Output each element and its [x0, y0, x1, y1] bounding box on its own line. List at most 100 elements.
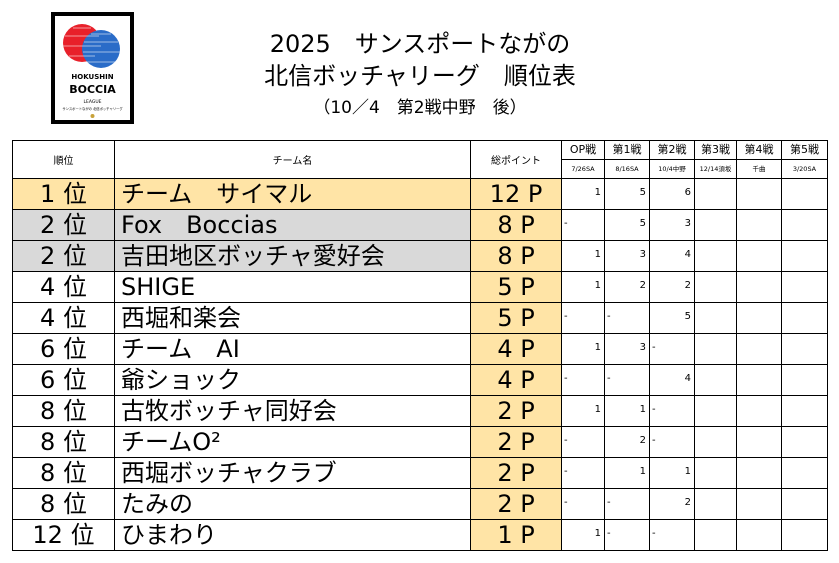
- score-cell: -: [604, 519, 650, 551]
- table-row: 6 位爺ショック 4 P--4: [12, 364, 828, 396]
- score-cell: 1: [561, 271, 605, 303]
- header-date-1: 8/16SA: [604, 159, 650, 179]
- header-event-3: 第3戦: [694, 140, 737, 160]
- points-cell: 8 P: [470, 240, 562, 272]
- header-event-2: 第2戦: [649, 140, 695, 160]
- score-cell: 1: [561, 519, 605, 551]
- score-value: 6: [684, 187, 691, 198]
- score-cell: 4: [649, 364, 695, 396]
- score-cell: 4: [649, 240, 695, 272]
- score-cell: -: [561, 209, 605, 241]
- score-cell: -: [649, 519, 695, 551]
- score-cell: -: [561, 426, 605, 458]
- points-cell: 8 P: [470, 209, 562, 241]
- score-value: -: [607, 528, 611, 539]
- score-value: 3: [639, 342, 646, 353]
- points-cell: 2 P: [470, 426, 562, 458]
- score-cell: [781, 209, 828, 241]
- score-cell: [694, 457, 737, 489]
- score-cell: -: [604, 302, 650, 334]
- score-cell: -: [649, 395, 695, 427]
- rank-cell: 6 位: [12, 364, 115, 396]
- rank-cell: 4 位: [12, 302, 115, 334]
- score-cell: [781, 271, 828, 303]
- score-cell: 2: [604, 271, 650, 303]
- header-date-op: 7/26SA: [561, 159, 605, 179]
- score-cell: 5: [604, 209, 650, 241]
- score-cell: [781, 426, 828, 458]
- score-value: 1: [594, 280, 601, 291]
- header-event-5: 第5戦: [781, 140, 828, 160]
- score-value: -: [607, 311, 611, 322]
- score-cell: [736, 395, 782, 427]
- score-cell: 1: [561, 240, 605, 272]
- header-event-4: 第4戦: [736, 140, 782, 160]
- score-cell: [694, 426, 737, 458]
- score-cell: [736, 488, 782, 520]
- rank-cell: 12 位: [12, 519, 115, 551]
- header-event-1: 第1戦: [604, 140, 650, 160]
- score-cell: 1: [604, 457, 650, 489]
- title-line2: 北信ボッチャリーグ 順位表: [264, 62, 576, 90]
- team-name-cell: チーム AI: [114, 333, 471, 365]
- score-cell: [694, 519, 737, 551]
- score-cell: 3: [604, 333, 650, 365]
- score-value: 2: [684, 497, 691, 508]
- logo-line2: BOCCIA: [69, 83, 116, 96]
- score-cell: [736, 457, 782, 489]
- points-cell: 12 P: [470, 178, 562, 210]
- score-cell: 1: [561, 395, 605, 427]
- score-cell: [736, 271, 782, 303]
- team-name-cell: チーム サイマル: [114, 178, 471, 210]
- score-cell: 2: [604, 426, 650, 458]
- rank-cell: 4 位: [12, 271, 115, 303]
- team-name-cell: ひまわり: [114, 519, 471, 551]
- rank-cell: 6 位: [12, 333, 115, 365]
- points-cell: 5 P: [470, 302, 562, 334]
- rank-cell: 2 位: [12, 240, 115, 272]
- score-cell: [781, 364, 828, 396]
- points-cell: 5 P: [470, 271, 562, 303]
- score-cell: [781, 178, 828, 210]
- rank-cell: 8 位: [12, 426, 115, 458]
- score-cell: [736, 333, 782, 365]
- score-cell: [781, 333, 828, 365]
- rank-cell: 2 位: [12, 209, 115, 241]
- title-line3: （10／4 第2戦中野 後）: [313, 98, 527, 118]
- table-row: 4 位 SHIGE 5 P 1 2 2: [12, 271, 828, 303]
- score-cell: 2: [649, 488, 695, 520]
- table-row: 1 位チーム サイマル 12 P 1 5 6: [12, 178, 828, 210]
- score-cell: 1: [604, 395, 650, 427]
- score-value: 1: [684, 466, 691, 477]
- standings-table: 順位 チーム名 総ポイント OP戦 第1戦 第2戦 第3戦 第4戦 第5戦 7/…: [12, 140, 828, 551]
- score-cell: 1: [561, 178, 605, 210]
- score-value: 3: [684, 218, 691, 229]
- score-value: 5: [639, 187, 646, 198]
- score-value: 3: [639, 249, 646, 260]
- score-cell: -: [561, 364, 605, 396]
- table-row: 4 位西堀和楽会 5 P--5: [12, 302, 828, 334]
- team-name-cell: Fox Boccias: [114, 209, 471, 241]
- score-value: 1: [594, 249, 601, 260]
- rank-cell: 8 位: [12, 457, 115, 489]
- score-value: 5: [639, 218, 646, 229]
- score-cell: [694, 395, 737, 427]
- score-value: -: [564, 311, 568, 322]
- header-date-3: 12/14須坂: [694, 159, 737, 179]
- score-cell: -: [649, 333, 695, 365]
- score-cell: [736, 302, 782, 334]
- logo-line3: LEAGUE: [84, 99, 102, 105]
- score-value: 2: [684, 280, 691, 291]
- score-value: 4: [684, 373, 691, 384]
- score-cell: 1: [649, 457, 695, 489]
- score-cell: -: [649, 426, 695, 458]
- score-cell: 5: [649, 302, 695, 334]
- team-name-cell: 爺ショック: [114, 364, 471, 396]
- score-cell: -: [561, 302, 605, 334]
- score-cell: 1: [561, 333, 605, 365]
- score-cell: [694, 364, 737, 396]
- score-cell: [781, 519, 828, 551]
- score-cell: [781, 240, 828, 272]
- score-cell: -: [604, 488, 650, 520]
- score-cell: [736, 240, 782, 272]
